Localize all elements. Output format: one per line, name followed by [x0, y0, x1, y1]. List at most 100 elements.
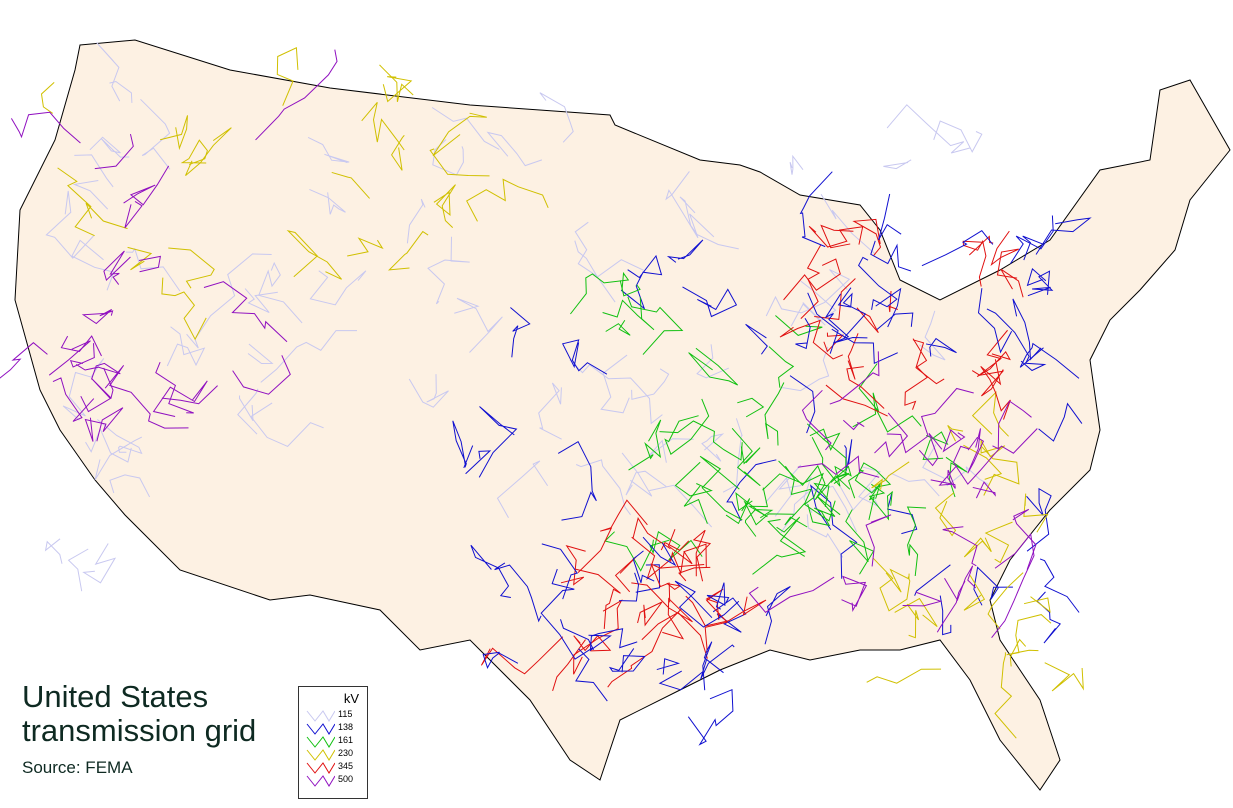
legend-label: 230 [338, 748, 354, 758]
transmission-line-230 [433, 184, 456, 228]
transmission-line-161 [906, 506, 927, 577]
transmission-line-500 [930, 465, 958, 489]
transmission-line-345 [904, 338, 928, 410]
transmission-line-138 [876, 312, 914, 330]
transmission-line-345 [552, 639, 586, 692]
transmission-line-230 [984, 521, 1013, 564]
transmission-line-345 [650, 563, 705, 588]
transmission-line-500 [152, 380, 208, 417]
transmission-line-115 [722, 418, 743, 493]
transmission-line-345 [480, 636, 564, 675]
legend-item-230: 230 [305, 748, 365, 762]
transmission-line-161 [775, 315, 823, 336]
transmission-line-161 [688, 347, 739, 386]
transmission-line-161 [737, 397, 765, 418]
transmission-line-500 [48, 340, 91, 376]
transmission-line-161 [627, 296, 684, 355]
transmission-line-161 [874, 406, 922, 433]
transmission-line-161 [570, 271, 630, 315]
transmission-line-500 [842, 419, 865, 431]
transmission-line-138 [478, 406, 518, 478]
transmission-line-115 [72, 180, 109, 210]
transmission-line-138 [925, 337, 957, 357]
transmission-line-115 [186, 253, 272, 349]
transmission-line-115 [260, 330, 357, 383]
transmission-line-500 [944, 565, 977, 602]
transmission-line-161 [605, 319, 631, 336]
transmission-line-230 [286, 230, 342, 280]
transmission-line-138 [837, 287, 867, 339]
transmission-line-115 [309, 270, 367, 306]
transmission-line-138 [712, 597, 747, 633]
transmission-line-115 [454, 297, 503, 353]
transmission-line-161 [813, 482, 830, 508]
transmission-line-138 [789, 375, 816, 434]
legend-item-500: 500 [305, 774, 365, 788]
transmission-line-500 [104, 365, 189, 429]
transmission-line-138 [887, 493, 918, 535]
transmission-line-161 [784, 465, 812, 528]
transmission-line-161 [628, 419, 662, 471]
transmission-line-138 [878, 193, 902, 241]
transmission-line-115 [696, 344, 729, 379]
legend-item-138: 138 [305, 722, 365, 736]
transmission-line-345 [1000, 268, 1024, 298]
transmission-line-138 [726, 459, 777, 521]
transmission-line-115 [858, 466, 881, 508]
transmission-line-138 [764, 586, 791, 645]
transmission-line-500 [203, 281, 288, 343]
transmission-line-138 [465, 450, 492, 475]
transmission-line-138 [977, 288, 1013, 354]
transmission-line-161 [602, 297, 655, 331]
transmission-line-115 [574, 240, 616, 303]
legend-label: 500 [338, 774, 354, 784]
transmission-line-500 [801, 389, 832, 451]
legend: kV 115 138 161 230 345 500 [298, 686, 368, 799]
transmission-line-500 [84, 407, 124, 442]
legend-item-345: 345 [305, 761, 365, 775]
transmission-line-500 [232, 355, 291, 395]
transmission-line-230 [1044, 662, 1084, 692]
transmission-line-345 [573, 599, 623, 675]
transmission-line-500 [991, 533, 1035, 639]
transmission-line-115 [238, 395, 254, 421]
transmission-line-345 [976, 329, 1011, 378]
transmission-line-115 [919, 310, 946, 361]
transmission-line-115 [44, 538, 63, 564]
transmission-line-230 [391, 135, 405, 171]
title-line-1: United States [22, 679, 209, 714]
transmission-line-138 [494, 562, 542, 623]
transmission-line-230 [57, 167, 95, 237]
transmission-line-115 [922, 444, 990, 487]
transmission-line-115 [74, 154, 114, 188]
transmission-line-230 [466, 178, 549, 222]
transmission-line-115 [125, 247, 181, 292]
transmission-line-161 [674, 461, 713, 497]
transmission-line-115 [569, 359, 663, 425]
transmission-line-500 [902, 591, 943, 607]
legend-swatch [306, 775, 335, 787]
transmission-line-161 [822, 438, 850, 485]
transmission-line-115 [109, 80, 133, 103]
transmission-line-138 [666, 239, 704, 263]
transmission-line-161 [807, 496, 841, 527]
transmission-line-230 [1009, 638, 1027, 667]
transmission-line-138 [799, 171, 833, 248]
transmission-line-115 [247, 343, 274, 365]
transmission-line-500 [155, 362, 194, 414]
transmission-line-230 [180, 139, 208, 166]
transmission-line-161 [778, 460, 851, 501]
transmission-line-500 [69, 343, 95, 368]
transmission-line-161 [743, 500, 794, 526]
transmission-line-115 [427, 236, 470, 305]
transmission-line-115 [806, 514, 844, 558]
transmission-line-115 [780, 485, 858, 533]
transmission-line-161 [776, 516, 805, 557]
transmission-line-115 [408, 374, 449, 408]
transmission-line-138 [656, 658, 681, 675]
transmission-line-345 [574, 568, 621, 629]
transmission-line-345 [614, 556, 637, 593]
transmission-line-138 [1019, 342, 1080, 379]
transmission-line-345 [641, 611, 708, 659]
transmission-line-115 [244, 288, 278, 314]
